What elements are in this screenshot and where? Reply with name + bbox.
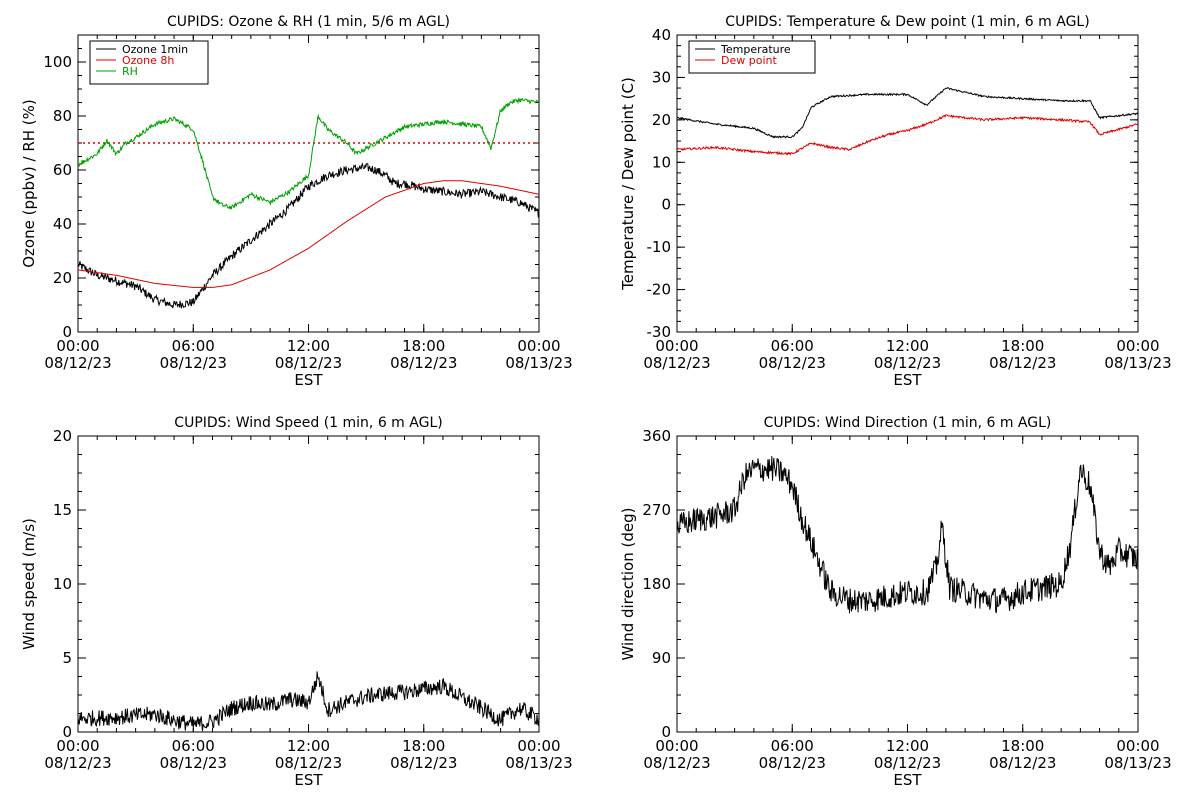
x-tick-time-label: 06:00 xyxy=(771,337,814,355)
y-tick-label: 5 xyxy=(62,649,72,667)
y-tick-label: 360 xyxy=(642,427,671,445)
y-tick-label: 15 xyxy=(53,501,72,519)
series-line-1 xyxy=(78,162,539,309)
y-axis-label: Temperature / Dew point (C) xyxy=(619,77,637,291)
x-tick-time-label: 00:00 xyxy=(517,737,560,755)
y-tick-label: 40 xyxy=(652,26,671,44)
plot-frame xyxy=(676,34,1139,333)
legend-label: Ozone 8h xyxy=(122,54,174,67)
y-tick-label: 0 xyxy=(661,196,671,214)
x-tick-date-label: 08/13/23 xyxy=(1104,354,1171,372)
y-tick-label: 60 xyxy=(53,161,72,179)
legend-label: Dew point xyxy=(721,54,777,67)
y-tick-label: 20 xyxy=(53,269,72,287)
y-tick-label: 10 xyxy=(652,153,671,171)
x-tick-date-label: 08/12/23 xyxy=(989,754,1056,772)
y-tick-label: 270 xyxy=(642,501,671,519)
x-tick-time-label: 18:00 xyxy=(1001,337,1044,355)
y-tick-label: 10 xyxy=(53,575,72,593)
x-tick-time-label: 00:00 xyxy=(1116,337,1159,355)
x-tick-date-label: 08/13/23 xyxy=(505,754,572,772)
chart-title: CUPIDS: Wind Speed (1 min, 6 m AGL) xyxy=(174,415,442,431)
y-axis-label: Wind speed (m/s) xyxy=(20,518,38,650)
x-tick-time-label: 18:00 xyxy=(402,737,445,755)
x-tick-time-label: 06:00 xyxy=(172,337,215,355)
y-tick-label: 0 xyxy=(62,323,72,341)
x-tick-date-label: 08/12/23 xyxy=(160,354,227,372)
series-line-3 xyxy=(78,97,539,210)
chart-panel-4: CUPIDS: Wind Direction (1 min, 6 m AGL) 0… xyxy=(619,415,1172,789)
x-tick-date-label: 08/12/23 xyxy=(390,354,457,372)
x-tick-time-label: 12:00 xyxy=(886,337,929,355)
chart-panel-3: CUPIDS: Wind Speed (1 min, 6 m AGL) 0 5 10 1… xyxy=(20,415,573,789)
x-axis-label: EST xyxy=(893,771,922,789)
legend-label: Temperature xyxy=(720,43,791,56)
series-line-2 xyxy=(677,114,1138,156)
series-line-1 xyxy=(677,456,1138,614)
legend-box xyxy=(89,40,209,85)
chart-title: CUPIDS: Temperature & Dew point (1 min, … xyxy=(725,14,1089,30)
x-tick-date-label: 08/13/23 xyxy=(1104,754,1171,772)
x-axis-label: EST xyxy=(294,371,323,389)
y-tick-label: 100 xyxy=(43,53,72,71)
x-tick-time-label: 12:00 xyxy=(287,337,330,355)
x-tick-date-label: 08/12/23 xyxy=(874,354,941,372)
legend-label: RH xyxy=(122,65,138,78)
y-tick-label: -20 xyxy=(647,281,672,299)
plot-frame xyxy=(77,435,540,733)
x-tick-time-label: 18:00 xyxy=(1001,737,1044,755)
chart-title: CUPIDS: Wind Direction (1 min, 6 m AGL) xyxy=(764,415,1052,431)
x-tick-time-label: 00:00 xyxy=(517,337,560,355)
x-tick-date-label: 08/12/23 xyxy=(390,754,457,772)
x-tick-date-label: 08/13/23 xyxy=(505,354,572,372)
y-tick-label: -30 xyxy=(647,323,672,341)
y-axis-label: Ozone (ppbv) / RH (%) xyxy=(20,99,38,268)
y-tick-label: 80 xyxy=(53,107,72,125)
x-tick-time-label: 18:00 xyxy=(402,337,445,355)
x-tick-time-label: 00:00 xyxy=(56,737,99,755)
chart-panel-2: CUPIDS: Temperature & Dew point (1 min, … xyxy=(619,14,1172,389)
x-tick-time-label: 00:00 xyxy=(1116,737,1159,755)
y-axis-label: Wind direction (deg) xyxy=(619,508,637,661)
y-tick-label: 180 xyxy=(642,575,671,593)
plot-frame xyxy=(676,435,1139,733)
x-tick-date-label: 08/12/23 xyxy=(275,754,342,772)
x-tick-time-label: 06:00 xyxy=(771,737,814,755)
x-tick-time-label: 00:00 xyxy=(655,337,698,355)
x-axis-label: EST xyxy=(294,771,323,789)
legend-box xyxy=(688,40,816,74)
y-tick-label: 0 xyxy=(661,723,671,741)
x-tick-date-label: 08/12/23 xyxy=(160,754,227,772)
x-tick-date-label: 08/12/23 xyxy=(643,354,710,372)
series-line-2 xyxy=(78,180,539,288)
series-line-1 xyxy=(78,671,539,732)
x-tick-date-label: 08/12/23 xyxy=(643,754,710,772)
y-tick-label: 40 xyxy=(53,215,72,233)
x-tick-date-label: 08/12/23 xyxy=(874,754,941,772)
y-tick-label: 90 xyxy=(652,649,671,667)
y-tick-label: 20 xyxy=(53,427,72,445)
x-tick-time-label: 12:00 xyxy=(886,737,929,755)
x-tick-date-label: 08/12/23 xyxy=(275,354,342,372)
chart-title: CUPIDS: Ozone & RH (1 min, 5/6 m AGL) xyxy=(167,14,450,30)
y-tick-label: 0 xyxy=(62,723,72,741)
x-tick-date-label: 08/12/23 xyxy=(989,354,1056,372)
y-tick-label: 30 xyxy=(652,68,671,86)
x-tick-time-label: 00:00 xyxy=(56,337,99,355)
x-axis-label: EST xyxy=(893,371,922,389)
x-tick-time-label: 06:00 xyxy=(172,737,215,755)
series-line-1 xyxy=(677,87,1138,139)
x-tick-date-label: 08/12/23 xyxy=(759,754,826,772)
y-tick-label: -10 xyxy=(647,238,672,256)
x-tick-date-label: 08/12/23 xyxy=(44,354,111,372)
chart-panel-1: CUPIDS: Ozone & RH (1 min, 5/6 m AGL) 0 20… xyxy=(20,14,573,389)
x-tick-date-label: 08/12/23 xyxy=(44,754,111,772)
y-tick-label: 20 xyxy=(652,111,671,129)
x-tick-time-label: 12:00 xyxy=(287,737,330,755)
x-tick-time-label: 00:00 xyxy=(655,737,698,755)
x-tick-date-label: 08/12/23 xyxy=(759,354,826,372)
legend-label: Ozone 1min xyxy=(122,43,188,56)
